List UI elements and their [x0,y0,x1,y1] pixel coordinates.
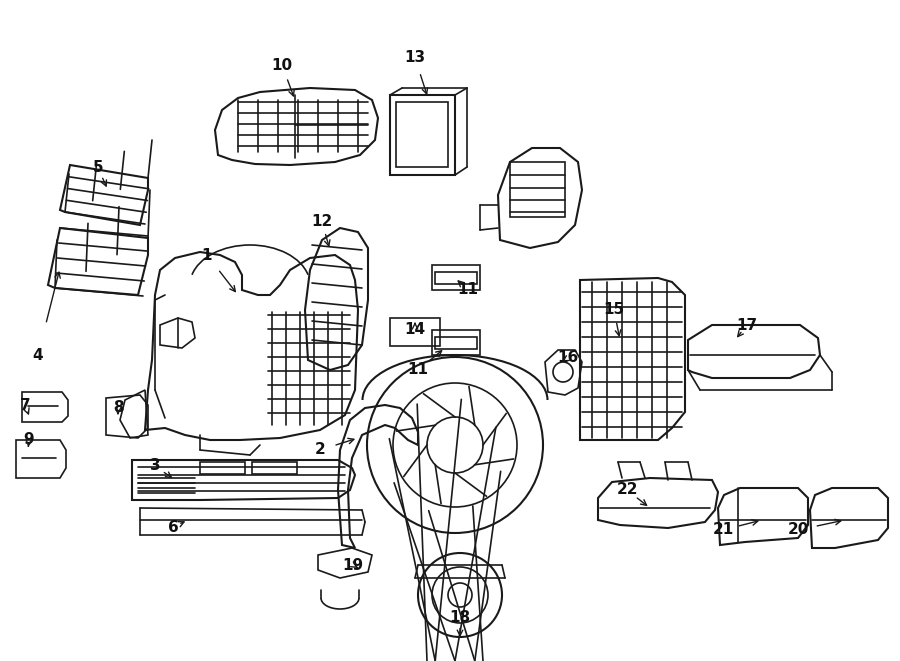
Text: 10: 10 [272,58,292,73]
Text: 7: 7 [20,397,31,412]
Text: 1: 1 [202,247,212,262]
Text: 21: 21 [713,522,734,537]
Bar [510,162,565,217]
Text: 3: 3 [149,459,160,473]
Text: 18: 18 [449,611,471,625]
Text: 2: 2 [315,442,326,457]
Text: 17: 17 [736,317,758,332]
Text: 6: 6 [167,520,178,535]
Text: 5: 5 [93,161,104,176]
Text: 13: 13 [404,50,426,65]
Bar [435,272,477,284]
Bar [435,337,477,349]
Text: 12: 12 [311,215,333,229]
Bar [432,330,480,355]
Text: 16: 16 [557,350,579,366]
Text: 14: 14 [404,323,426,338]
Bar [390,95,455,175]
Text: 8: 8 [112,401,123,416]
Bar [396,102,448,167]
Text: 11: 11 [408,362,428,377]
Text: 22: 22 [616,483,638,498]
Text: 9: 9 [23,432,34,447]
Bar [252,462,297,474]
Bar [200,462,245,474]
Bar [432,265,480,290]
Text: 4: 4 [32,348,43,362]
Bar [390,318,440,346]
Text: 11: 11 [457,282,479,297]
Text: 20: 20 [788,522,809,537]
Text: 19: 19 [342,557,364,572]
Text: 15: 15 [603,303,625,317]
